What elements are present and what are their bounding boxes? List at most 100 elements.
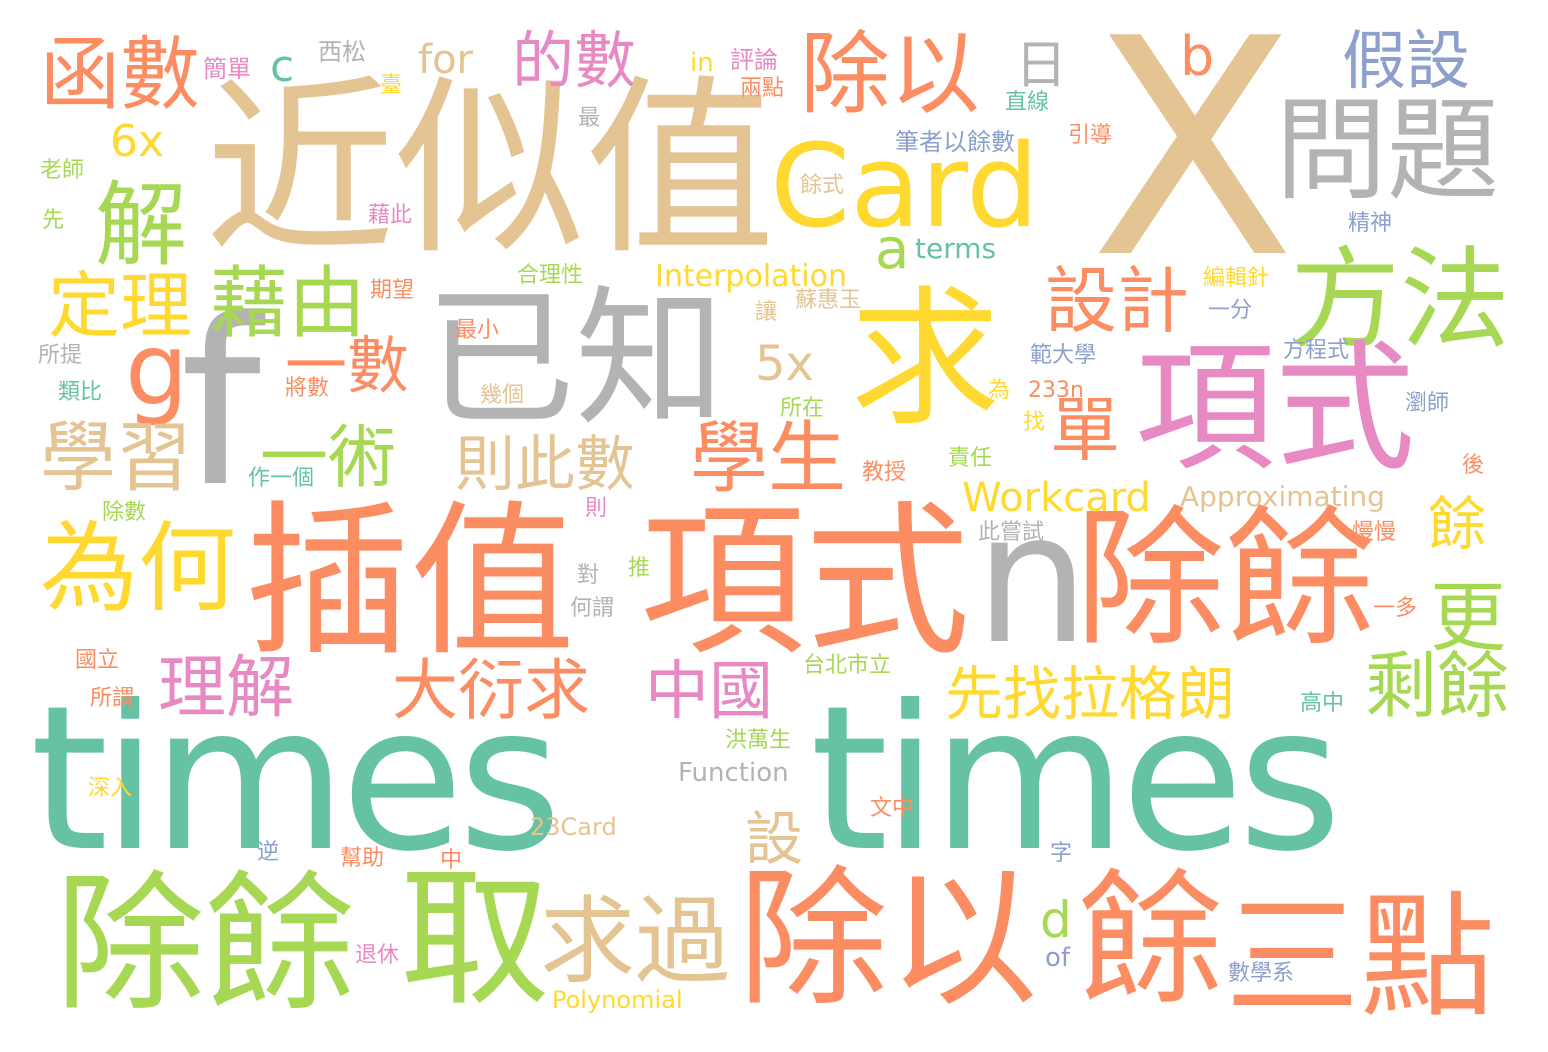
word-shuxuexi: 數學系 <box>1228 961 1295 986</box>
word-guoli: 國立 <box>75 648 120 673</box>
word-ze: 則 <box>585 496 608 521</box>
word-times-left: times <box>30 663 562 896</box>
word-chuyu-right: 除餘 <box>1075 493 1376 667</box>
word-yifen: 一分 <box>1208 298 1253 323</box>
word-chushu: 除數 <box>102 500 147 525</box>
word-bizhe: 筆者以餘數 <box>895 128 1015 156</box>
word-laoshi: 老師 <box>40 158 85 183</box>
word-qiu-large: 求 <box>850 273 1001 447</box>
word-in: in <box>690 48 714 78</box>
word-xianzhao: 先找拉格朗 <box>945 660 1236 728</box>
word-lijie: 理解 <box>158 649 295 728</box>
word-fangfa: 方法 <box>1290 236 1510 364</box>
word-hanshu: 函數 <box>40 28 200 121</box>
word-chuyu-bottom: 除餘 <box>55 858 356 1032</box>
word-tuixiu: 退休 <box>355 943 400 968</box>
word-xisong: 西松 <box>318 38 366 66</box>
word-sandian: 三點 <box>1225 879 1495 1036</box>
word-zeren: 責任 <box>948 446 993 471</box>
word-for: for <box>418 37 473 83</box>
word-geng: 更 <box>1430 573 1506 662</box>
word-5x: 5x <box>755 336 814 392</box>
word-xiangshi-pink: 項式 <box>1135 328 1416 491</box>
word-suozai: 所在 <box>780 396 825 421</box>
word-23card: 23Card <box>530 813 617 841</box>
word-fandaxue: 範大學 <box>1030 343 1097 368</box>
word-jige: 幾個 <box>480 383 525 408</box>
word-qiuguo: 求過 <box>540 887 731 997</box>
word-tui: 推 <box>628 556 651 581</box>
word-x: X <box>1090 0 1296 324</box>
word-yu-small: 餘 <box>1428 490 1487 558</box>
word-qu: 取 <box>400 853 551 1027</box>
word-6x: 6x <box>110 116 165 167</box>
word-yindao: 引導 <box>1068 123 1113 148</box>
word-suhuiyu: 蘇惠玉 <box>795 288 862 313</box>
word-deshu: 的數 <box>512 24 637 97</box>
word-zi: 字 <box>1050 841 1073 866</box>
word-function: Function <box>678 758 789 788</box>
word-yishu2: 一術 <box>260 419 397 498</box>
word-dayanqiu: 大衍求 <box>392 652 590 729</box>
word-sheji: 設計 <box>1045 259 1190 343</box>
word-hongwansheng: 洪萬生 <box>725 728 792 753</box>
word-she: 設 <box>745 805 804 873</box>
word-d: d <box>1040 891 1072 949</box>
word-chuyi-top: 除以 <box>800 22 980 127</box>
word-tai: 臺 <box>380 73 403 98</box>
word-jieci: 藉此 <box>368 203 413 228</box>
word-wei: 為 <box>988 378 1011 403</box>
word-zuoyige: 作一個 <box>248 466 315 491</box>
word-yizhi: 已知 <box>425 273 726 447</box>
word-jie: 解 <box>95 172 188 279</box>
word-yushi: 餘式 <box>800 173 845 198</box>
word-zui: 最 <box>578 106 601 131</box>
word-liangdian: 兩點 <box>740 76 785 101</box>
word-polynomial: Polynomial <box>552 986 683 1014</box>
word-of: of <box>1045 943 1071 973</box>
word-jiangshu: 將數 <box>285 376 330 401</box>
word-chazhi: 插值 <box>245 486 575 678</box>
word-b: b <box>1180 25 1215 88</box>
word-rang: 讓 <box>755 300 778 325</box>
word-xiangshi-orange: 項式 <box>640 486 970 678</box>
word-ni: 逆 <box>257 840 280 865</box>
word-pinglun: 評論 <box>730 46 778 74</box>
word-c: c <box>270 41 295 92</box>
word-ri: 日 <box>1015 36 1068 96</box>
word-yiduo: 一多 <box>1373 596 1418 621</box>
word-jingshen: 精神 <box>1348 211 1393 236</box>
word-xuesheng: 學生 <box>690 414 847 504</box>
word-dingli: 定理 <box>48 264 193 348</box>
word-yishu: 一數 <box>285 329 410 402</box>
word-wenti: 問題 <box>1275 86 1499 216</box>
word-233n: 233n <box>1028 378 1084 403</box>
word-xian: 先 <box>42 208 65 233</box>
word-zhongguo: 中國 <box>645 655 773 729</box>
word-zhixian: 直線 <box>1005 90 1050 115</box>
word-manman: 慢慢 <box>1352 520 1397 545</box>
word-cichangshi: 此嘗試 <box>978 520 1045 545</box>
word-liushi: 瀏師 <box>1405 391 1450 416</box>
word-jieyou: 藉由 <box>210 259 367 349</box>
word-hou: 後 <box>1462 453 1485 478</box>
word-hewei: 何謂 <box>570 596 615 621</box>
word-dan: 單 <box>1050 389 1120 471</box>
word-shenru: 深入 <box>88 776 133 801</box>
word-card: Card <box>770 120 1040 254</box>
word-yu-bottom: 餘 <box>1078 856 1223 1025</box>
word-zhong: 中 <box>440 848 463 873</box>
word-leibi: 類比 <box>58 380 103 405</box>
word-shengyu: 剩餘 <box>1365 644 1510 728</box>
word-workcard: Workcard <box>962 475 1151 521</box>
word-a: a <box>875 217 910 282</box>
word-suowei: 所謂 <box>90 686 135 711</box>
word-weihe: 為何 <box>40 512 237 626</box>
word-helixing: 合理性 <box>517 263 584 288</box>
word-gaozhong: 高中 <box>1300 691 1345 716</box>
word-jinsizhi: 近似值 <box>205 59 776 280</box>
word-jiandan: 簡單 <box>203 55 251 83</box>
word-dui: 對 <box>577 563 600 588</box>
word-suoti: 所提 <box>38 343 83 368</box>
word-bianjizhen: 編輯針 <box>1203 266 1270 291</box>
